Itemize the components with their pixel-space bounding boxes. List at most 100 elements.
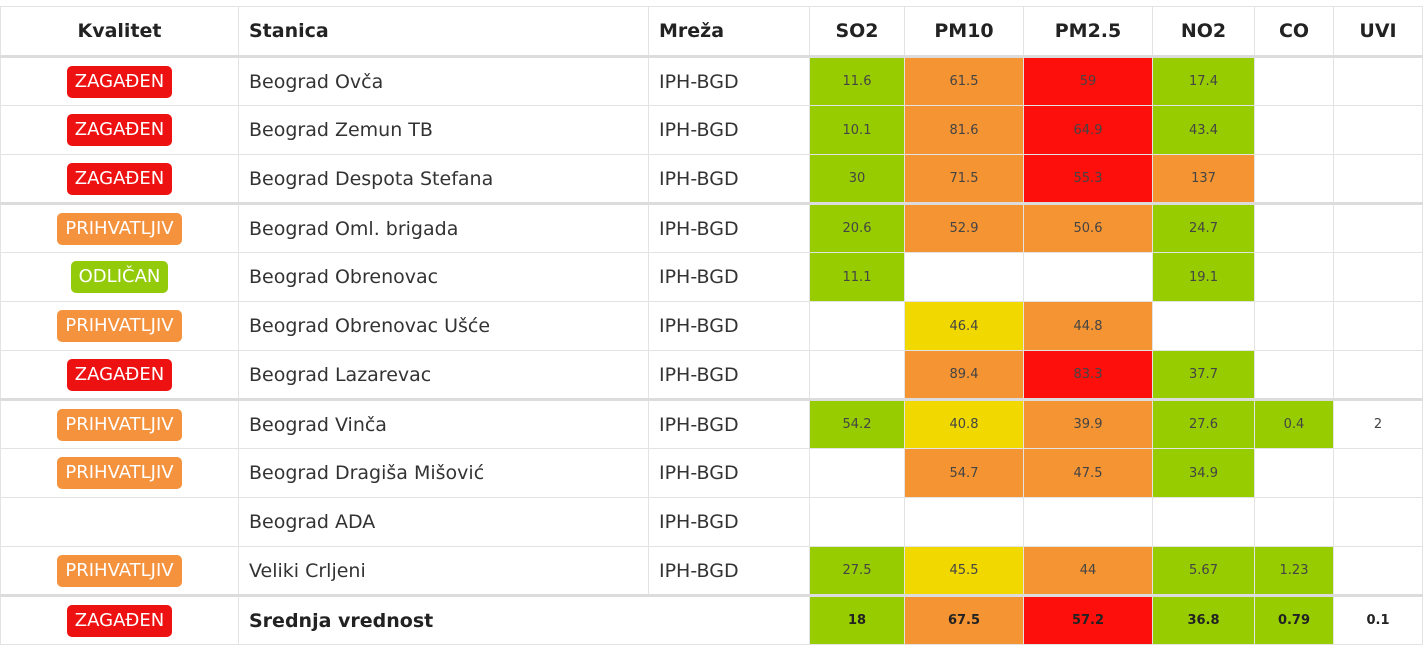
station-name[interactable]: Beograd Despota Stefana (238, 154, 649, 204)
pm10-value: 45.5 (904, 546, 1024, 596)
quality-cell: ZAGAĐEN (0, 594, 239, 645)
co-value: 1.23 (1254, 546, 1334, 596)
quality-cell: ZAGAĐEN (0, 350, 239, 400)
table-row: PRIHVATLJIV Beograd Obrenovac Ušće IPH-BGD… (0, 301, 1423, 351)
no2-value: 34.9 (1152, 448, 1255, 498)
table-row: ODLIČAN Beograd Obrenovac IPH-BGD 11.1 19.1 (0, 252, 1423, 302)
network-name: IPH-BGD (648, 56, 810, 106)
quality-cell: PRIHVATLJIV (0, 202, 239, 253)
quality-cell: PRIHVATLJIV (0, 301, 239, 351)
so2-value: 18 (809, 594, 905, 645)
so2-value: 10.1 (809, 105, 905, 155)
pm25-value (1023, 497, 1153, 547)
pm25-value: 59 (1023, 56, 1153, 106)
uvi-value (1333, 105, 1423, 155)
header-no2[interactable]: NO2 (1152, 6, 1255, 58)
uvi-value (1333, 154, 1423, 204)
no2-value: 43.4 (1152, 105, 1255, 155)
station-name[interactable]: Beograd ADA (238, 497, 649, 547)
header-row: Kvalitet Stanica Mreža SO2 PM10 PM2.5 NO… (0, 6, 1423, 58)
no2-value: 19.1 (1152, 252, 1255, 302)
station-name[interactable]: Beograd Ovča (238, 56, 649, 106)
co-value: 0.4 (1254, 398, 1334, 449)
uvi-value (1333, 497, 1423, 547)
station-name[interactable]: Beograd Vinča (238, 398, 649, 449)
pm10-value: 40.8 (904, 398, 1024, 449)
no2-value: 37.7 (1152, 350, 1255, 400)
quality-badge: PRIHVATLJIV (57, 408, 182, 441)
uvi-value: 2 (1333, 398, 1423, 449)
so2-value: 30 (809, 154, 905, 204)
co-value (1254, 154, 1334, 204)
so2-value: 27.5 (809, 546, 905, 596)
pm10-value: 61.5 (904, 56, 1024, 106)
pm10-value: 71.5 (904, 154, 1024, 204)
no2-value: 5.67 (1152, 546, 1255, 596)
pm25-value: 44.8 (1023, 301, 1153, 351)
pm10-value: 54.7 (904, 448, 1024, 498)
station-name[interactable]: Beograd Lazarevac (238, 350, 649, 400)
pm10-value: 67.5 (904, 594, 1024, 645)
uvi-value (1333, 448, 1423, 498)
pm10-value (904, 497, 1024, 547)
uvi-value: 0.1 (1333, 594, 1423, 645)
header-uvi[interactable]: UVI (1333, 6, 1423, 58)
header-pm25[interactable]: PM2.5 (1023, 6, 1153, 58)
quality-badge: ZAGAĐEN (66, 604, 173, 637)
header-so2[interactable]: SO2 (809, 6, 905, 58)
quality-cell: PRIHVATLJIV (0, 448, 239, 498)
quality-badge: PRIHVATLJIV (57, 457, 182, 489)
uvi-value (1333, 252, 1423, 302)
footer-row: ZAGAĐEN Srednja vrednost 18 67.5 57.2 36.8 0.7… (0, 594, 1423, 645)
co-value (1254, 497, 1334, 547)
table-row: ZAGAĐEN Beograd Zemun TB IPH-BGD 10.1 81.6 64… (0, 105, 1423, 155)
pm25-value: 47.5 (1023, 448, 1153, 498)
table-row: Beograd ADA IPH-BGD (0, 497, 1423, 547)
station-name[interactable]: Beograd Obrenovac (238, 252, 649, 302)
no2-value (1152, 497, 1255, 547)
network-name: IPH-BGD (648, 202, 810, 253)
uvi-value (1333, 56, 1423, 106)
network-name: IPH-BGD (648, 301, 810, 351)
network-name: IPH-BGD (648, 448, 810, 498)
station-name[interactable]: Beograd Zemun TB (238, 105, 649, 155)
station-name[interactable]: Beograd Dragiša Mišović (238, 448, 649, 498)
quality-cell: ZAGAĐEN (0, 105, 239, 155)
quality-badge: ZAGAĐEN (66, 162, 173, 195)
co-value (1254, 105, 1334, 155)
network-name: IPH-BGD (648, 350, 810, 400)
no2-value: 17.4 (1152, 56, 1255, 106)
network-name: IPH-BGD (648, 497, 810, 547)
co-value (1254, 301, 1334, 351)
pm25-value (1023, 252, 1153, 302)
station-name[interactable]: Beograd Obrenovac Ušće (238, 301, 649, 351)
quality-badge: ZAGAĐEN (66, 65, 173, 98)
network-name: IPH-BGD (648, 546, 810, 596)
pm10-value: 89.4 (904, 350, 1024, 400)
header-co[interactable]: CO (1254, 6, 1334, 58)
co-value (1254, 56, 1334, 106)
air-quality-table: Kvalitet Stanica Mreža SO2 PM10 PM2.5 NO… (0, 6, 1423, 645)
table-row: ZAGAĐEN Beograd Ovča IPH-BGD 11.6 61.5 59 17.4 (0, 56, 1423, 106)
pm25-value: 50.6 (1023, 202, 1153, 253)
station-name[interactable]: Veliki Crljeni (238, 546, 649, 596)
network-name: IPH-BGD (648, 105, 810, 155)
table-row: PRIHVATLJIV Beograd Dragiša Mišović IPH-BG… (0, 448, 1423, 498)
pm25-value: 44 (1023, 546, 1153, 596)
table-row: PRIHVATLJIV Veliki Crljeni IPH-BGD 27.5 45.5… (0, 546, 1423, 596)
station-name[interactable]: Beograd Oml. brigada (238, 202, 649, 253)
header-mreza[interactable]: Mreža (648, 6, 810, 58)
pm10-value: 52.9 (904, 202, 1024, 253)
network-name: IPH-BGD (648, 252, 810, 302)
header-kvalitet[interactable]: Kvalitet (0, 6, 239, 58)
network-name: IPH-BGD (648, 154, 810, 204)
pm25-value: 57.2 (1023, 594, 1153, 645)
table-row: PRIHVATLJIV Beograd Vinča IPH-BGD 54.2 40.8 3… (0, 398, 1423, 449)
so2-value (809, 301, 905, 351)
no2-value: 137 (1152, 154, 1255, 204)
pm25-value: 64.9 (1023, 105, 1153, 155)
header-stanica[interactable]: Stanica (238, 6, 649, 58)
table-body: ZAGAĐEN Beograd Ovča IPH-BGD 11.6 61.5 59 17.4… (0, 56, 1423, 645)
header-pm10[interactable]: PM10 (904, 6, 1024, 58)
pm10-value: 46.4 (904, 301, 1024, 351)
